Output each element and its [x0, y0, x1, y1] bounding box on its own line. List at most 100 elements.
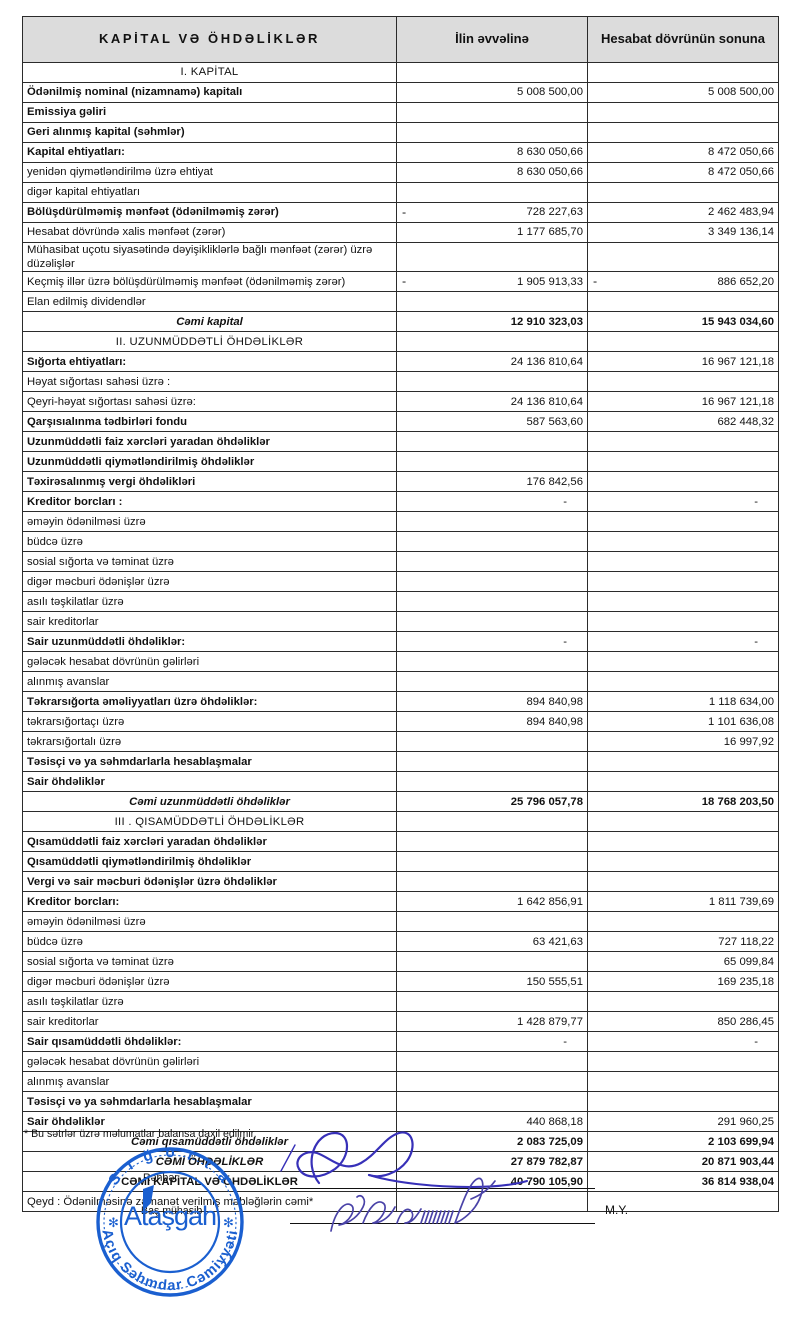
- row-value-period-start: 24 136 810,64: [396, 391, 588, 413]
- row-value-period-end: 16 997,92: [587, 731, 779, 753]
- row-label: Cəmi kapital: [22, 311, 397, 333]
- row-value-period-end: [587, 431, 779, 453]
- row-label: Sair qısamüddətli öhdəliklər:: [22, 1031, 397, 1053]
- table-header-row: KAPİTAL VƏ ÖHDƏLİKLƏR İlin əvvəlinə Hesa…: [22, 16, 779, 63]
- table-row: Keçmiş illər üzrə bölüşdürülməmiş mənfəə…: [22, 271, 779, 293]
- row-label: gələcək hesabat dövrünün gəlirləri: [22, 651, 397, 673]
- row-value-period-end: [587, 62, 779, 83]
- table-row: Təxirəsalınmış vergi öhdəlikləri 176 842,…: [22, 471, 779, 493]
- row-value-period-start: -: [396, 1031, 588, 1053]
- row-value-period-end: [587, 611, 779, 633]
- column-header-label: KAPİTAL VƏ ÖHDƏLİKLƏR: [22, 16, 397, 63]
- row-value-period-start: [396, 1051, 588, 1073]
- row-value-period-start: [396, 611, 588, 633]
- table-row: yenidən qiymətləndirilmə üzrə ehtiyat 8 6…: [22, 162, 779, 183]
- row-value-period-start: -: [396, 631, 588, 653]
- row-value-period-start: 1 177 685,70: [396, 222, 588, 243]
- table-row: Qeyri-həyat sığortası sahəsi üzrə: 24 136…: [22, 391, 779, 413]
- row-value-period-end: -: [587, 631, 779, 653]
- row-label: sair kreditorlar: [22, 1011, 397, 1033]
- row-label: sosial sığorta və təminat üzrə: [22, 951, 397, 973]
- table-row: Sığorta ehtiyatları: 24 136 810,64 16 967 …: [22, 351, 779, 373]
- value-text: 1 905 913,33: [517, 275, 583, 288]
- row-label: təkrarsığortaçı üzrə: [22, 711, 397, 733]
- row-value-period-start: [396, 991, 588, 1013]
- table-row: II. UZUNMÜDDƏTLİ ÖHDƏLİKLƏR: [22, 331, 779, 353]
- row-label: Sığorta ehtiyatları:: [22, 351, 397, 373]
- row-value-period-start: [396, 122, 588, 143]
- role-label-manager: Rəhbər: [143, 1172, 178, 1184]
- row-label: Keçmiş illər üzrə bölüşdürülməmiş mənfəə…: [22, 271, 397, 293]
- row-label: Mühasibat uçotu siyasətində dəyişikliklə…: [22, 241, 397, 273]
- row-value-period-start: [396, 102, 588, 123]
- row-value-period-start: [396, 951, 588, 973]
- row-label: digər məcburi ödənişlər üzrə: [22, 971, 397, 993]
- row-label: Kreditor borcları :: [22, 491, 397, 513]
- row-value-period-end: [587, 102, 779, 123]
- row-value-period-end: [587, 851, 779, 873]
- row-value-period-end: [587, 811, 779, 833]
- row-label: Ödənilmiş nominal (nizamnamə) kapitalı: [22, 82, 397, 103]
- row-label: Qarşısıalınma tədbirləri fondu: [22, 411, 397, 433]
- row-value-period-start: [396, 751, 588, 773]
- company-stamp-icon: S ı ğ o r t a Açıq Səhmdar Cəmiyyəti ✻ ✻…: [96, 1144, 244, 1297]
- row-value-period-end: 850 286,45: [587, 1011, 779, 1033]
- table-row: Kreditor borcları :--: [22, 491, 779, 513]
- row-label: sair kreditorlar: [22, 611, 397, 633]
- row-label: Qısamüddətli qiymətləndirilmiş öhdəliklə…: [22, 851, 397, 873]
- table-row: III . QISAMÜDDƏTLİ ÖHDƏLİKLƏR: [22, 811, 779, 833]
- row-value-period-end: 65 099,84: [587, 951, 779, 973]
- row-label: asılı təşkilatlar üzrə: [22, 991, 397, 1013]
- row-value-period-start: 1 642 856,91: [396, 891, 588, 913]
- row-value-period-start: [396, 591, 588, 613]
- row-value-period-start: 25 796 057,78: [396, 791, 588, 813]
- row-label: Qısamüddətli faiz xərcləri yaradan öhdəl…: [22, 831, 397, 853]
- row-value-period-end: [587, 291, 779, 313]
- row-value-period-end: [587, 471, 779, 493]
- row-value-period-end: 16 967 121,18: [587, 391, 779, 413]
- table-row: Təsisçi və ya səhmdarlarla hesablaşmalar: [22, 1091, 779, 1113]
- row-value-period-start: [396, 182, 588, 203]
- table-row: Hesabat dövründə xalis mənfəət (zərər) 1 …: [22, 222, 779, 243]
- row-value-period-end: [587, 1191, 779, 1213]
- table-row: Həyat sığortası sahəsi üzrə :: [22, 371, 779, 393]
- row-value-period-start: 2 083 725,09: [396, 1131, 588, 1153]
- row-value-period-end: -: [587, 491, 779, 513]
- row-value-period-start: [396, 911, 588, 933]
- row-value-period-start: [396, 241, 588, 273]
- table-row: Geri alınmış kapital (səhmlər): [22, 122, 779, 143]
- row-value-period-start: [396, 1091, 588, 1113]
- row-value-period-end: 2 462 483,94: [587, 202, 779, 223]
- negative-sign: -: [402, 274, 407, 289]
- row-value-period-end: [587, 451, 779, 473]
- row-label: Geri alınmış kapital (səhmlər): [22, 122, 397, 143]
- table-row: büdcə üzrə 63 421,63 727 118,22: [22, 931, 779, 953]
- footnote-text: * Bu sətrlər üzrə məlumatlar balansa dax…: [24, 1128, 257, 1140]
- row-value-period-end: 8 472 050,66: [587, 142, 779, 163]
- value-text: 728 227,63: [526, 206, 583, 219]
- row-value-period-end: 1 118 634,00: [587, 691, 779, 713]
- row-value-period-end: 16 967 121,18: [587, 351, 779, 373]
- svg-text:✻: ✻: [223, 1215, 234, 1230]
- row-value-period-start: 440 868,18: [396, 1111, 588, 1133]
- row-label: Uzunmüddətli faiz xərcləri yaradan öhdəl…: [22, 431, 397, 453]
- row-value-period-start: 1 428 879,77: [396, 1011, 588, 1033]
- table-row: Qısamüddətli faiz xərcləri yaradan öhdəl…: [22, 831, 779, 853]
- row-value-period-end: 20 871 903,44: [587, 1151, 779, 1173]
- row-value-period-start: 176 842,56: [396, 471, 588, 493]
- row-value-period-end: [587, 831, 779, 853]
- value-text: 886 652,20: [717, 275, 774, 288]
- table-row: digər məcburi ödənişlər üzrə: [22, 571, 779, 593]
- row-value-period-start: [396, 871, 588, 893]
- table-row: Sair qısamüddətli öhdəliklər: - -: [22, 1031, 779, 1053]
- row-label: Emissiya gəliri: [22, 102, 397, 123]
- row-label: Bölüşdürülməmiş mənfəət (ödənilməmiş zər…: [22, 202, 397, 223]
- table-row: sair kreditorlar: [22, 611, 779, 633]
- row-value-period-end: 15 943 034,60: [587, 311, 779, 333]
- row-value-period-start: [396, 451, 588, 473]
- table-row: alınmış avanslar: [22, 671, 779, 693]
- table-row: büdcə üzrə: [22, 531, 779, 553]
- row-value-period-start: -: [396, 491, 588, 513]
- negative-sign: -: [593, 274, 598, 289]
- row-value-period-start: 894 840,98: [396, 711, 588, 733]
